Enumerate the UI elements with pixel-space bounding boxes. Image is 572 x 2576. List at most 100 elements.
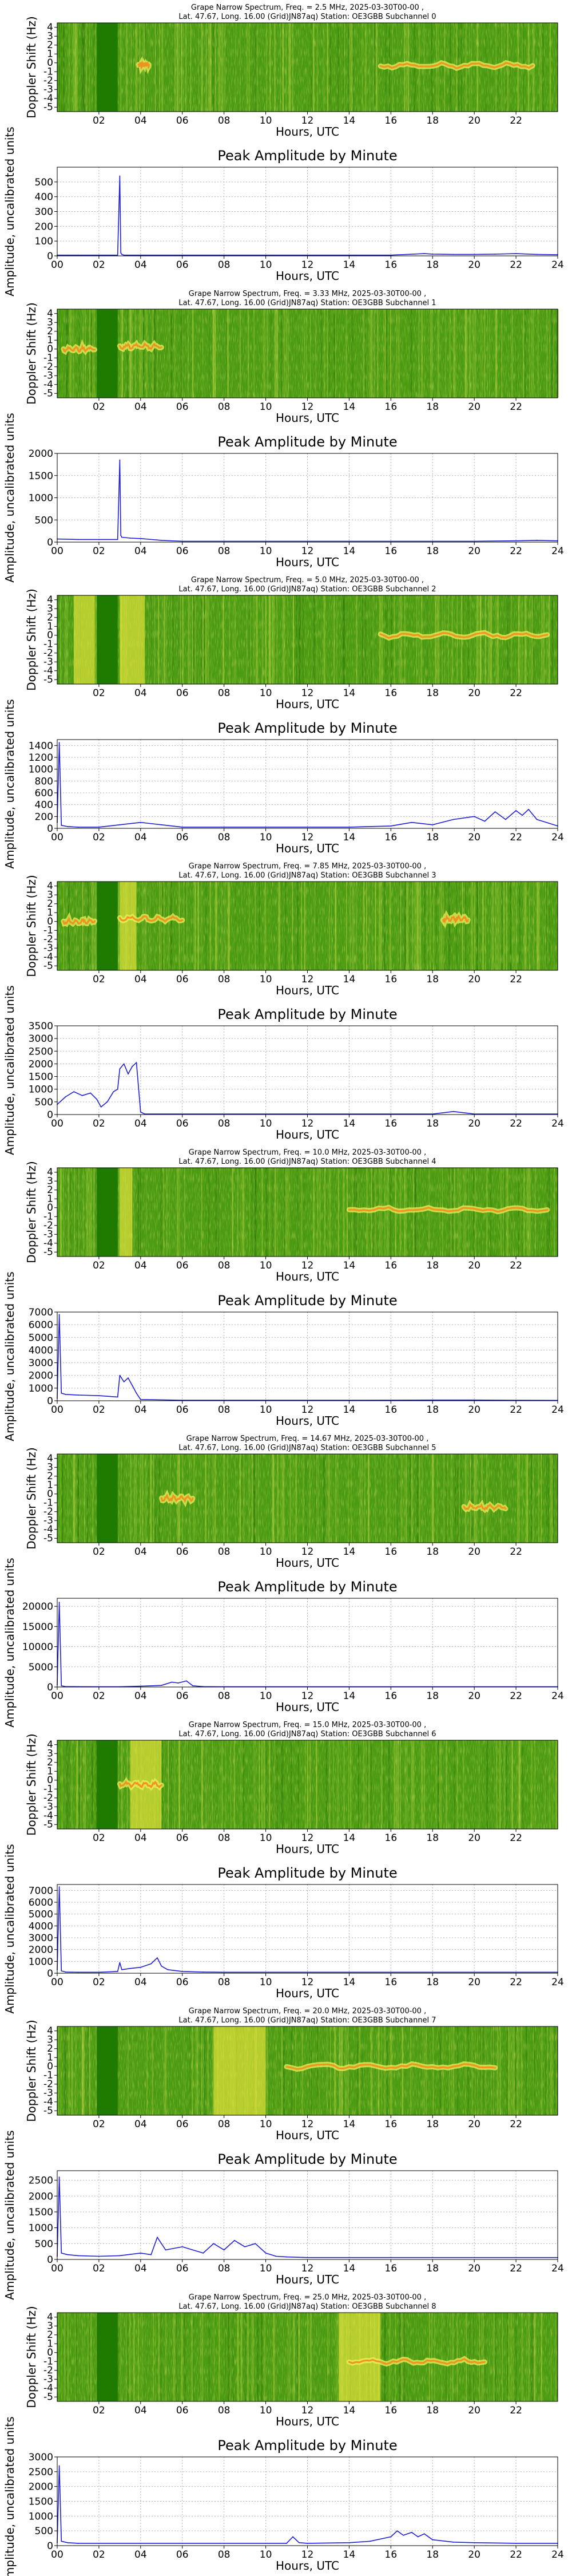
x-tick-label: 10 (260, 1404, 272, 1416)
bright-band (213, 2026, 266, 2115)
x-tick-label: 10 (260, 401, 272, 413)
x-tick-label: 22 (510, 688, 522, 699)
x-axis-label: Hours, UTC (276, 269, 339, 283)
amplitude-title: Peak Amplitude by Minute (217, 720, 397, 736)
spectrogram-panel-0: Grape Narrow Spectrum, Freq. = 2.5 MHz, … (25, 3, 558, 139)
data-point (348, 254, 350, 256)
y-tick-label: 5000 (29, 1662, 53, 1673)
dark-band (97, 309, 118, 398)
y-tick-label: 4 (47, 2312, 53, 2323)
data-point (61, 1392, 62, 1394)
y-tick-label: -3 (43, 1228, 53, 1240)
data-point (255, 2243, 256, 2245)
y-axis-label: Doppler Shift (Hz) (25, 875, 38, 977)
x-tick-label: 02 (93, 2405, 105, 2416)
x-tick-label: 00 (51, 259, 63, 271)
y-tick-label: 0 (47, 1968, 53, 1980)
data-point (58, 2465, 60, 2467)
x-tick-label: 04 (134, 1118, 147, 1129)
x-tick-label: 10 (260, 2405, 272, 2416)
y-tick-label: 1000 (29, 1956, 53, 1967)
y-tick-label: 0 (47, 2347, 53, 2358)
x-tick-label: 18 (426, 2263, 439, 2274)
data-point (528, 809, 529, 810)
x-tick-label: 20 (468, 2405, 480, 2416)
y-tick-label: 2000 (29, 2191, 53, 2202)
x-tick-label: 04 (134, 401, 147, 413)
spectrogram-panel-10: Grape Narrow Spectrum, Freq. = 14.67 MHz… (25, 1435, 558, 1570)
y-tick-label: -2 (43, 2365, 53, 2376)
y-tick-label: 0 (47, 57, 53, 69)
x-tick-label: 04 (134, 1832, 147, 1844)
peak-amplitude-line (57, 1886, 558, 1973)
spectrogram-title: Grape Narrow Spectrum, Freq. = 5.0 MHz, … (191, 576, 424, 584)
y-axis-label: Doppler Shift (Hz) (25, 1447, 38, 1549)
data-point (161, 1685, 162, 1686)
data-point (452, 2541, 454, 2543)
y-tick-label: 4000 (29, 1921, 53, 1932)
y-tick-label: 300 (35, 207, 53, 218)
amplitude-title: Peak Amplitude by Minute (217, 434, 397, 450)
x-tick-label: 16 (385, 2549, 398, 2561)
data-point (515, 810, 517, 811)
data-point (157, 1957, 158, 1959)
amplitude-title: Peak Amplitude by Minute (217, 1579, 397, 1595)
data-point (161, 1965, 162, 1967)
x-tick-label: 20 (468, 1546, 480, 1558)
x-tick-label: 06 (176, 2119, 189, 2130)
x-tick-label: 20 (468, 832, 480, 843)
y-tick-label: 0 (47, 916, 53, 927)
x-tick-label: 24 (551, 2263, 564, 2274)
y-tick-label: 6000 (29, 1897, 53, 1909)
amplitude-panel-9: Peak Amplitude by Minute0100020003000400… (3, 1271, 564, 1441)
x-tick-label: 10 (260, 1546, 272, 1558)
x-tick-label: 24 (551, 546, 564, 557)
x-tick-label: 00 (51, 1404, 63, 1416)
x-tick-label: 14 (343, 1546, 356, 1558)
y-tick-label: 4 (47, 22, 53, 33)
x-tick-label: 20 (468, 115, 480, 127)
data-point (181, 540, 183, 542)
dark-band (97, 23, 118, 112)
x-tick-label: 10 (260, 1118, 272, 1129)
x-tick-label: 16 (385, 546, 398, 557)
x-tick-label: 08 (218, 1832, 231, 1844)
x-tick-label: 12 (301, 2405, 314, 2416)
bright-band (120, 882, 137, 970)
x-tick-label: 10 (260, 259, 272, 271)
data-point (515, 540, 517, 542)
x-tick-label: 18 (426, 1690, 439, 1702)
x-tick-label: 04 (134, 2119, 147, 2130)
y-axis-label: Amplitude, uncalibrated units (3, 2130, 17, 2300)
y-tick-label: 0 (47, 823, 53, 835)
x-tick-label: 20 (468, 546, 480, 557)
data-point (61, 2541, 62, 2542)
data-point (140, 2543, 141, 2544)
y-tick-label: -2 (43, 2079, 53, 2090)
data-point (403, 2535, 404, 2536)
x-tick-label: 14 (343, 974, 356, 985)
y-tick-label: -5 (43, 388, 53, 399)
data-point (119, 2255, 121, 2257)
data-point (140, 821, 141, 823)
data-point (77, 1394, 79, 1396)
x-axis-label: Hours, UTC (276, 411, 339, 425)
data-point (120, 252, 122, 254)
y-tick-label: -4 (43, 379, 53, 390)
x-tick-label: 12 (301, 1118, 314, 1129)
spectrogram-subtitle: Lat. 47.67, Long. 16.00 (Grid)JN87aq) St… (178, 585, 436, 594)
y-tick-label: 3000 (29, 1033, 53, 1045)
spectrogram-panel-14: Grape Narrow Spectrum, Freq. = 20.0 MHz,… (25, 2007, 558, 2142)
x-axis-label: Hours, UTC (276, 125, 339, 139)
y-axis-label: Amplitude, uncalibrated units (3, 699, 17, 868)
y-tick-label: 3 (47, 603, 53, 614)
x-tick-label: 02 (93, 1832, 105, 1844)
y-tick-label: 0 (47, 1109, 53, 1121)
spectrogram-title: Grape Narrow Spectrum, Freq. = 2.5 MHz, … (191, 3, 424, 12)
y-tick-label: 1400 (29, 740, 53, 752)
dark-band (97, 882, 118, 970)
data-point (121, 1969, 122, 1970)
doppler-trace (62, 916, 96, 925)
data-point (536, 254, 538, 255)
x-tick-label: 12 (301, 1832, 314, 1844)
